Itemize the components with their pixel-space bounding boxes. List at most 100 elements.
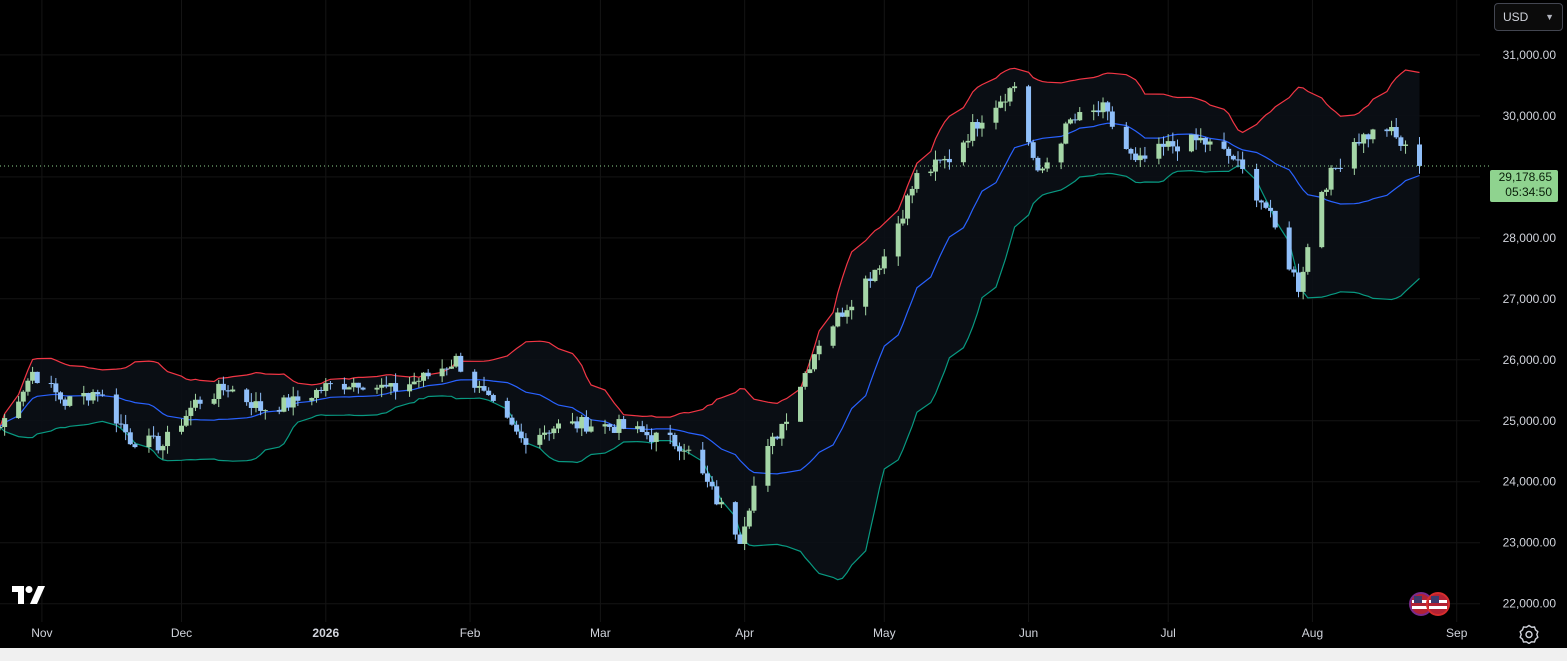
candle-body	[770, 436, 776, 447]
us-flag-icon[interactable]	[1408, 591, 1454, 617]
candle-body	[1030, 142, 1036, 158]
candle-body	[914, 173, 920, 189]
candle-body	[416, 380, 422, 382]
candle-body	[216, 383, 222, 399]
candle-body	[1361, 134, 1367, 144]
candle-body	[751, 485, 757, 511]
candle-body	[1188, 134, 1194, 152]
candle-body	[811, 354, 817, 370]
candle-body	[258, 401, 264, 411]
candle-body	[1235, 159, 1241, 161]
y-tick-label: 23,000.00	[1503, 536, 1557, 550]
candle-body	[742, 526, 748, 544]
candle-body	[965, 140, 971, 143]
candle-body	[453, 355, 459, 367]
candle-body	[1002, 101, 1008, 103]
candle-body	[85, 393, 91, 401]
candle-body	[1240, 159, 1246, 169]
currency-label: USD	[1503, 10, 1529, 24]
candle-body	[732, 502, 738, 535]
x-tick-label: Mar	[590, 626, 611, 640]
candle-body	[286, 397, 292, 408]
candle-body	[514, 424, 520, 432]
candle-body	[1100, 102, 1106, 113]
candle-body	[16, 401, 22, 419]
candle-body	[1174, 146, 1180, 152]
candle-body	[1207, 141, 1213, 145]
candle-body	[639, 426, 645, 433]
candle-body	[81, 393, 87, 397]
candle-body	[1133, 153, 1139, 161]
candle-body	[183, 415, 189, 426]
candle-body	[830, 326, 836, 346]
candle-body	[1286, 227, 1292, 270]
candle-body	[709, 481, 715, 487]
candle-body	[146, 435, 152, 448]
candle-body	[746, 510, 752, 527]
candle-body	[993, 107, 999, 123]
candle-body	[928, 171, 934, 174]
candle-body	[1416, 144, 1422, 166]
candle-body	[1305, 247, 1311, 272]
candle-body	[421, 372, 427, 381]
bollinger-lower-line	[0, 165, 1420, 581]
candle-body	[67, 396, 73, 406]
tradingview-logo-icon[interactable]	[12, 586, 48, 604]
candle-body	[1012, 86, 1018, 89]
candle-body	[602, 424, 608, 427]
candle-body	[1035, 157, 1041, 171]
candle-body	[672, 434, 678, 447]
candle-body	[998, 101, 1004, 108]
candle-body	[1254, 168, 1260, 201]
candle-body	[509, 417, 515, 425]
candle-body	[616, 419, 622, 433]
candle-body	[341, 383, 347, 390]
candle-body	[1351, 142, 1357, 169]
candle-body	[1272, 210, 1278, 228]
last-price-value: 29,178.65	[1498, 170, 1552, 184]
candle-body	[1202, 137, 1208, 145]
candle-body	[407, 384, 413, 392]
candle-body	[48, 383, 54, 385]
candle-body	[974, 122, 980, 129]
candle-body	[1389, 127, 1395, 132]
candle-body	[0, 427, 3, 429]
y-tick-label: 24,000.00	[1503, 475, 1557, 489]
candle-body	[1230, 155, 1236, 160]
candle-body	[979, 122, 985, 129]
candle-body	[1105, 102, 1111, 112]
candle-body	[1063, 123, 1069, 144]
candle-body	[439, 368, 445, 377]
candle-body	[779, 423, 785, 439]
candle-body	[737, 534, 743, 544]
candle-body	[1333, 167, 1339, 169]
candle-body	[1156, 143, 1162, 159]
candle-body	[160, 446, 166, 451]
candle-body	[1161, 143, 1167, 147]
bollinger-upper-line	[0, 67, 1420, 428]
candle-body	[588, 426, 594, 432]
candle-body	[58, 392, 64, 400]
candle-body	[1221, 141, 1227, 149]
candle-body	[1142, 155, 1148, 159]
candle-body	[835, 312, 841, 327]
x-tick-label: Dec	[171, 626, 192, 640]
gear-icon[interactable]	[1519, 624, 1539, 644]
candle-body	[1128, 149, 1134, 154]
candle-body	[784, 421, 790, 424]
candle-body	[555, 423, 561, 429]
candle-body	[1398, 137, 1404, 146]
currency-dropdown[interactable]: USD ▼	[1494, 3, 1563, 31]
candle-body	[569, 421, 575, 424]
candle-body	[346, 387, 352, 390]
candle-body	[816, 345, 822, 355]
candle-body	[1365, 134, 1371, 140]
candle-body	[909, 188, 915, 196]
candle-body	[537, 434, 543, 445]
candle-body	[34, 371, 40, 384]
candle-body	[374, 387, 380, 390]
candle-body	[192, 399, 198, 408]
candle-body	[1170, 141, 1176, 147]
bar-countdown: 05:34:50	[1505, 185, 1552, 199]
